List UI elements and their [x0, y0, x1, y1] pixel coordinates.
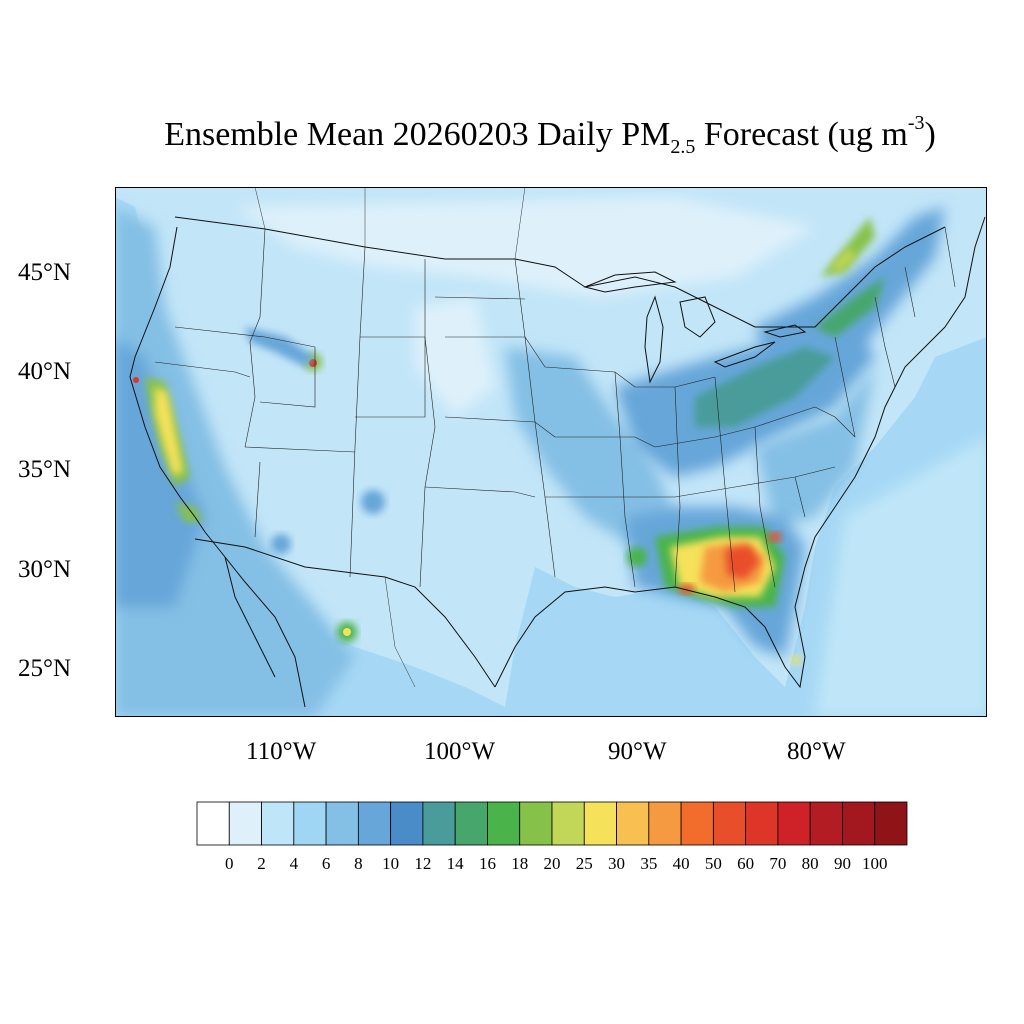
colorbar-cell — [874, 801, 908, 846]
lat-label-35: 35°N — [18, 456, 72, 483]
arizona-patch — [271, 534, 291, 554]
colorbar — [196, 801, 908, 846]
stlawrence-green — [815, 277, 885, 337]
southeast-red — [725, 545, 760, 579]
quebec-yellow — [830, 247, 855, 272]
colorbar-tick-label: 90 — [833, 854, 851, 873]
colorbar-tick-label: 25 — [575, 854, 593, 873]
map-title: Ensemble Mean 20260203 Daily PM2.5 Forec… — [0, 112, 1024, 159]
nw-california-red-spot — [133, 377, 139, 383]
pm25-forecast-map — [115, 187, 987, 717]
colorbar-tick-label: 18 — [511, 854, 529, 873]
plains-light-area — [415, 297, 495, 417]
colorbar-tick-label: 0 — [225, 854, 234, 873]
colorbar-cell — [261, 801, 295, 846]
north-light-area — [235, 197, 815, 297]
political-boundaries — [129, 216, 986, 708]
georgia-red-spot — [768, 532, 782, 542]
colorbar-cell — [809, 801, 843, 846]
lat-label-40: 40°N — [18, 358, 72, 385]
title-subscript: 2.5 — [670, 136, 696, 158]
colorbar-tick-label: 14 — [446, 854, 464, 873]
colorbar-cell — [648, 801, 682, 846]
socal-green — [175, 502, 203, 522]
colorbar-tick-label: 60 — [737, 854, 755, 873]
baja-coastline — [224, 556, 276, 678]
colorbar-tick-label: 30 — [608, 854, 626, 873]
colorbar-tick-label: 2 — [257, 854, 266, 873]
colorbar-tick-label: 35 — [640, 854, 658, 873]
lat-label-30: 30°N — [18, 556, 72, 583]
colorbar-tick-label: 10 — [382, 854, 400, 873]
colorbar-tick-label: 12 — [414, 854, 432, 873]
colorbar-cell — [712, 801, 747, 846]
international-interior-lines — [254, 187, 526, 688]
title-text: Ensemble Mean 20260203 Daily PM — [164, 116, 671, 153]
colorbar-cell — [293, 801, 327, 846]
pacific-coast-deep — [115, 337, 205, 607]
colorbar-cell — [325, 801, 359, 846]
colorbar-cell — [519, 801, 553, 846]
lon-label-80w: 80°W — [787, 738, 846, 765]
colorbar-tick-label: 70 — [769, 854, 787, 873]
colorbar-tick-label: 50 — [704, 854, 722, 873]
eastcoast-band — [755, 367, 875, 527]
colorbar-cell — [551, 801, 585, 846]
lake-michigan — [644, 295, 664, 384]
lon-label-100w: 100°W — [424, 738, 496, 765]
lake-superior — [583, 271, 677, 293]
lake-huron — [679, 296, 716, 338]
colorbar-cell — [487, 801, 521, 846]
louisiana-patch — [627, 547, 647, 567]
lake-erie — [713, 341, 776, 368]
colorbar-tick-label: 6 — [321, 854, 331, 873]
colorbar-cell — [616, 801, 650, 846]
state-lines — [154, 226, 956, 593]
colorbar-tick-label: 4 — [289, 854, 299, 873]
colorbar-cell — [228, 801, 262, 846]
colorbar-cell — [454, 801, 488, 846]
colorbar-cell — [745, 801, 779, 846]
atlantic-light-area — [815, 437, 987, 717]
colorbar-cell — [390, 801, 424, 846]
colorbar-tick-label: 16 — [478, 854, 496, 873]
colorbar-tick-label: 8 — [354, 854, 363, 873]
title-superscript: -3 — [907, 112, 925, 134]
colorbar-tick-label: 100 — [861, 854, 888, 873]
mexico-yellow — [343, 628, 351, 636]
colorbar-cell — [196, 801, 230, 846]
lat-label-45: 45°N — [18, 259, 72, 286]
gulf-coastline — [494, 216, 986, 689]
quebec-green — [820, 217, 875, 277]
ohio-valley-green — [695, 347, 835, 427]
map-frame — [115, 187, 987, 717]
colorbar-cell — [777, 801, 811, 846]
pacific-coastline — [129, 226, 306, 708]
lat-label-25: 25°N — [18, 655, 72, 682]
title-units: Forecast (ug m — [695, 116, 908, 153]
colorbar-cell — [842, 801, 876, 846]
colorbar-cell — [357, 801, 392, 846]
florida-spot — [791, 655, 801, 665]
title-end: ) — [924, 116, 936, 153]
lon-label-110w: 110°W — [246, 738, 317, 765]
colorbar-tick-label: 40 — [672, 854, 690, 873]
colorbar-tick-label: 20 — [543, 854, 561, 873]
california-yellow — [155, 387, 183, 475]
lon-label-90w: 90°W — [608, 738, 667, 765]
colorbar-cell — [422, 801, 456, 846]
colorbar-tick-label: 80 — [801, 854, 819, 873]
colorbar-cell — [583, 801, 617, 846]
colorbar-cell — [680, 801, 714, 846]
lake-ontario — [763, 324, 807, 338]
new-mexico-patch — [361, 490, 385, 514]
